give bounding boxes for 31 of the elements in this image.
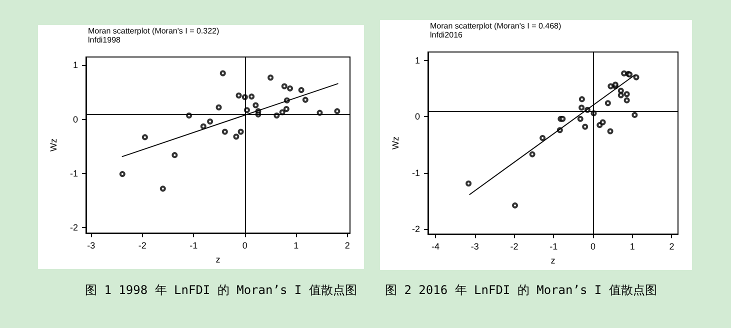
chart-subtitle: lnfdi2016 (430, 30, 464, 40)
caption: 图 1 1998 年 LnFDI 的 Moran’s I 值散点图 (85, 282, 357, 299)
chart-subtitle: lnfdi1998 (88, 36, 122, 44)
chart-title: Moran scatterplot (Moran's I = 0.322) (88, 26, 220, 36)
x-axis-title: z (216, 254, 221, 264)
y-tick-label: -1 (412, 168, 420, 178)
y-tick-label: -2 (412, 224, 420, 234)
x-tick-label: 1 (630, 242, 635, 252)
x-tick-label: -1 (550, 242, 558, 252)
caption: 图 2 2016 年 LnFDI 的 Moran’s I 值散点图 (385, 282, 657, 299)
y-tick-label: 0 (72, 114, 78, 124)
x-tick-label: 2 (669, 242, 674, 252)
y-tick-label: 0 (414, 112, 420, 122)
y-tick-label: -1 (70, 168, 78, 178)
x-tick-label: 1 (294, 240, 299, 251)
y-tick-label: 1 (72, 60, 78, 70)
chart-title: Moran scatterplot (Moran's I = 0.468) (430, 22, 562, 30)
x-tick-label: -2 (138, 240, 146, 251)
x-tick-label: -2 (510, 242, 518, 252)
x-tick-label: 2 (344, 240, 350, 251)
x-tick-label: -4 (431, 242, 440, 252)
y-axis-title: Wz (48, 138, 58, 152)
x-axis-title: z (550, 256, 556, 266)
y-tick-label: -2 (70, 222, 78, 233)
y-tick-label: 1 (414, 55, 420, 66)
y-axis-title: Wz (390, 136, 400, 150)
x-tick-label: -1 (190, 240, 198, 251)
x-tick-label: 0 (590, 242, 596, 252)
x-tick-label: -3 (470, 242, 479, 252)
x-tick-label: 0 (242, 240, 248, 251)
x-tick-label: -3 (87, 240, 96, 251)
